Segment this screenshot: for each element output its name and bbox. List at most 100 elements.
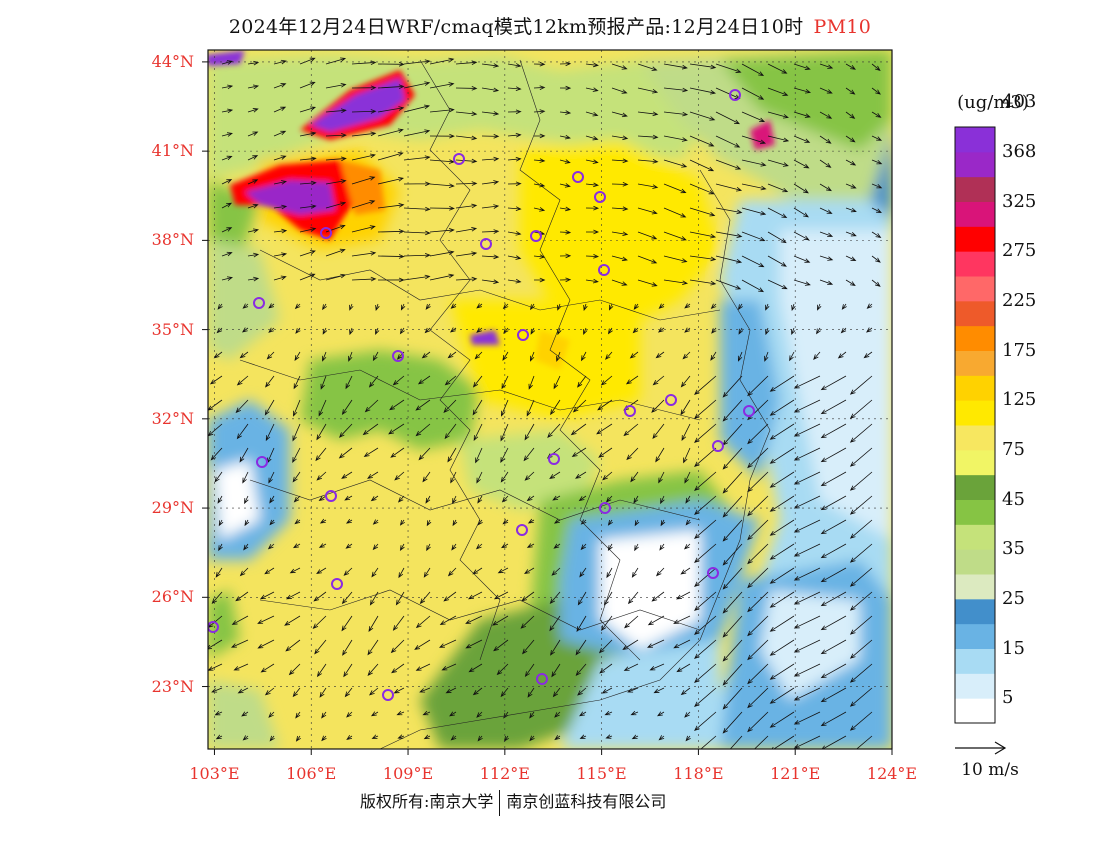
- wind-arrow: [345, 375, 353, 390]
- wind-arrow: [321, 711, 327, 719]
- wind-arrow: [658, 735, 665, 741]
- wind-arrow: [585, 254, 600, 259]
- wind-arrow: [295, 711, 301, 719]
- wind-arrow: [747, 591, 769, 613]
- wind-arrow: [791, 303, 796, 311]
- wind-arrow: [439, 615, 457, 626]
- wind-arrow: [820, 639, 847, 655]
- wind-arrow: [866, 303, 873, 309]
- wind-arrow: [559, 159, 571, 164]
- wind-arrow: [769, 423, 795, 440]
- wind-arrow: [747, 495, 769, 517]
- wind-arrow: [634, 519, 640, 527]
- wind-arrow: [611, 182, 629, 187]
- city-markers: [208, 89, 755, 701]
- wind-arrow: [849, 543, 873, 563]
- wind-arrow: [217, 495, 223, 504]
- wind-arrow: [820, 687, 847, 703]
- wind-arrow: [403, 206, 431, 212]
- legend-label: 325: [1002, 190, 1037, 212]
- wind-arrow: [819, 207, 833, 214]
- wind-arrow: [399, 327, 405, 335]
- wind-arrow: [243, 543, 249, 551]
- wind-arrow: [663, 231, 687, 241]
- wind-arrow: [241, 711, 249, 717]
- legend-swatch: [955, 499, 995, 525]
- city-marker: [320, 227, 332, 239]
- wind-arrow: [299, 81, 316, 89]
- wind-arrow: [631, 567, 639, 578]
- wind-arrow: [856, 735, 873, 749]
- wind-scale-arrow: [955, 741, 1007, 755]
- wind-arrow: [415, 423, 431, 437]
- wind-arrow: [474, 351, 483, 360]
- wind-arrow: [268, 303, 275, 309]
- wind-arrow: [585, 205, 600, 211]
- wind-arrow: [741, 159, 767, 167]
- wind-arrow: [341, 399, 353, 415]
- wind-arrow: [500, 423, 509, 442]
- wind-arrow: [481, 204, 500, 209]
- wind-arrow: [444, 423, 457, 440]
- wind-arrow: [293, 399, 301, 417]
- wind-arrow: [377, 61, 405, 67]
- wind-arrow: [694, 711, 717, 731]
- wind-arrow: [455, 276, 478, 282]
- wind-arrow: [299, 227, 317, 233]
- wind-arrow: [871, 207, 882, 213]
- wind-arrow: [577, 375, 587, 388]
- wind-arrow: [722, 519, 743, 542]
- wind-arrow: [694, 639, 717, 659]
- wind-arrow: [685, 519, 691, 526]
- wind-arrow: [465, 615, 483, 624]
- wind-arrow: [579, 734, 587, 739]
- wind-arrow: [630, 471, 639, 483]
- lon-label: 109°E: [382, 764, 434, 783]
- wind-arrow: [533, 61, 546, 67]
- city-marker: [382, 689, 394, 701]
- wind-arrow: [481, 229, 500, 234]
- wind-arrow: [233, 663, 249, 671]
- legend-swatch: [955, 127, 995, 153]
- wind-arrow: [715, 159, 742, 170]
- wind-arrow: [217, 303, 223, 310]
- wind-arrow: [663, 63, 688, 70]
- city-marker: [624, 405, 636, 417]
- wind-arrow: [607, 519, 613, 526]
- wind-arrow: [338, 447, 353, 459]
- wind-arrow: [549, 471, 561, 479]
- wind-arrow: [820, 543, 847, 559]
- wind-arrow: [533, 158, 546, 163]
- lon-label: 124°E: [866, 764, 918, 783]
- wind-arrow: [475, 447, 483, 464]
- legend-label: 45: [1002, 488, 1025, 510]
- wind-arrow: [769, 663, 795, 680]
- wind-arrow: [673, 639, 691, 649]
- wind-arrow: [609, 303, 614, 311]
- lat-label: 41°N: [151, 141, 194, 161]
- city-marker: [256, 456, 268, 468]
- wind-arrow: [388, 423, 405, 435]
- wind-arrow: [526, 399, 535, 417]
- wind-arrow: [580, 543, 587, 551]
- wind-arrow: [840, 327, 847, 334]
- legend-swatch: [955, 524, 995, 550]
- wind-arrow: [747, 663, 769, 685]
- wind-arrow: [221, 132, 233, 137]
- legend-label: 35: [1002, 538, 1025, 560]
- wind-arrow: [575, 639, 587, 656]
- wind-arrow: [849, 495, 873, 515]
- wind-arrow: [273, 83, 287, 89]
- wind-arrow: [314, 639, 327, 655]
- wind-arrow: [793, 423, 821, 437]
- legend-label: 75: [1002, 438, 1025, 460]
- wind-arrow: [455, 135, 478, 141]
- wind-arrow: [578, 495, 587, 502]
- wind-arrow: [747, 447, 769, 469]
- wind-arrow: [507, 109, 522, 115]
- wind-arrow: [694, 519, 717, 539]
- wind-arrow: [393, 687, 405, 694]
- wind-arrow: [242, 303, 249, 309]
- wind-arrow: [793, 519, 821, 533]
- wind-arrow: [372, 543, 379, 551]
